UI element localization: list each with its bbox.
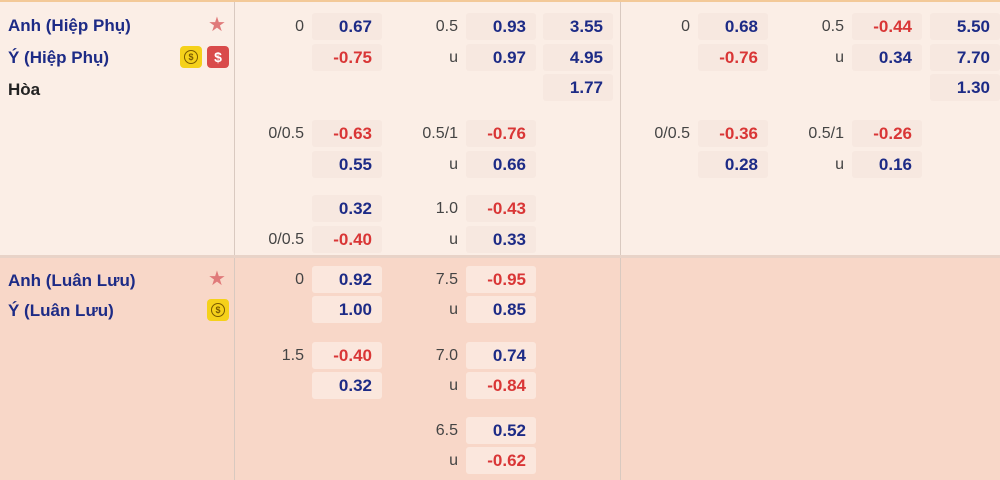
- odds-cell[interactable]: -0.36: [698, 120, 768, 147]
- total-line: 0.5: [821, 18, 844, 35]
- handicap-line: 0/0.5: [268, 231, 304, 248]
- under-label: u: [449, 452, 458, 469]
- odds-cell[interactable]: -0.76: [466, 120, 536, 147]
- odds-cell[interactable]: 0.66: [466, 151, 536, 178]
- under-label: u: [835, 156, 844, 173]
- under-label: u: [449, 301, 458, 318]
- odds-cell[interactable]: -0.63: [312, 120, 382, 147]
- odds-cell[interactable]: 0.92: [312, 266, 382, 293]
- under-label: u: [449, 156, 458, 173]
- odds-cell[interactable]: 1.00: [312, 296, 382, 323]
- total-line: 7.0: [435, 347, 458, 364]
- odds-cell[interactable]: 0.28: [698, 151, 768, 178]
- under-label: u: [835, 49, 844, 66]
- total-line: 1.0: [435, 200, 458, 217]
- coin-icon-symbol: $: [184, 50, 198, 64]
- odds-cell[interactable]: 0.67: [312, 13, 382, 40]
- handicap-line: 0: [295, 18, 304, 35]
- team-away-name: Ý (Luân Lưu): [8, 301, 114, 320]
- odds-cell[interactable]: 4.95: [543, 44, 613, 71]
- odds-cell[interactable]: 0.33: [466, 226, 536, 253]
- handicap-line: 0/0.5: [268, 125, 304, 142]
- team-home-name: Anh (Luân Lưu): [8, 271, 136, 290]
- under-label: u: [449, 377, 458, 394]
- odds-cell[interactable]: -0.75: [312, 44, 382, 71]
- under-label: u: [449, 231, 458, 248]
- team-away-name: Ý (Hiệp Phụ): [8, 48, 110, 67]
- handicap-line: 0/0.5: [654, 125, 690, 142]
- odds-cell[interactable]: -0.26: [852, 120, 922, 147]
- odds-cell[interactable]: 0.93: [466, 13, 536, 40]
- odds-cell[interactable]: -0.95: [466, 266, 536, 293]
- odds-cell[interactable]: -0.84: [466, 372, 536, 399]
- coin-icon[interactable]: $: [180, 46, 202, 68]
- dollar-icon[interactable]: $: [207, 46, 229, 68]
- odds-cell[interactable]: 1.77: [543, 74, 613, 101]
- odds-cell[interactable]: -0.76: [698, 44, 768, 71]
- odds-cell[interactable]: 0.55: [312, 151, 382, 178]
- odds-cell[interactable]: 0.32: [312, 195, 382, 222]
- odds-cell[interactable]: 0.34: [852, 44, 922, 71]
- star-icon[interactable]: ★: [208, 268, 226, 290]
- total-line: 0.5: [435, 18, 458, 35]
- divider: [234, 2, 235, 255]
- odds-cell[interactable]: -0.62: [466, 447, 536, 474]
- coin-icon[interactable]: $: [207, 299, 229, 321]
- under-label: u: [449, 49, 458, 66]
- odds-cell[interactable]: 3.55: [543, 13, 613, 40]
- penalty-section: Anh (Luân Lưu) Ý (Luân Lưu) ★ $ 0 0.92 1…: [0, 258, 1000, 480]
- odds-cell[interactable]: -0.44: [852, 13, 922, 40]
- odds-cell[interactable]: 0.68: [698, 13, 768, 40]
- odds-cell[interactable]: -0.40: [312, 342, 382, 369]
- divider: [620, 258, 621, 480]
- coin-icon-symbol: $: [211, 303, 225, 317]
- handicap-line: 1.5: [281, 347, 304, 364]
- draw-label: Hòa: [8, 80, 41, 99]
- total-line: 6.5: [435, 422, 458, 439]
- total-line: 0.5/1: [422, 125, 458, 142]
- odds-cell[interactable]: 0.32: [312, 372, 382, 399]
- odds-cell[interactable]: 5.50: [930, 13, 1000, 40]
- odds-cell[interactable]: 0.74: [466, 342, 536, 369]
- handicap-line: 0: [295, 271, 304, 288]
- odds-cell[interactable]: -0.40: [312, 226, 382, 253]
- extra-time-section: Anh (Hiệp Phụ) Ý (Hiệp Phụ) Hòa ★ $ $ 0 …: [0, 0, 1000, 255]
- odds-cell[interactable]: 0.85: [466, 296, 536, 323]
- odds-cell[interactable]: 0.16: [852, 151, 922, 178]
- odds-cell[interactable]: 7.70: [930, 44, 1000, 71]
- star-icon[interactable]: ★: [208, 14, 226, 36]
- odds-cell[interactable]: 0.97: [466, 44, 536, 71]
- odds-cell[interactable]: -0.43: [466, 195, 536, 222]
- odds-cell[interactable]: 0.52: [466, 417, 536, 444]
- team-home-name: Anh (Hiệp Phụ): [8, 16, 131, 35]
- divider: [620, 2, 621, 255]
- total-line: 7.5: [435, 271, 458, 288]
- total-line: 0.5/1: [808, 125, 844, 142]
- odds-cell[interactable]: 1.30: [930, 74, 1000, 101]
- divider: [234, 258, 235, 480]
- handicap-line: 0: [681, 18, 690, 35]
